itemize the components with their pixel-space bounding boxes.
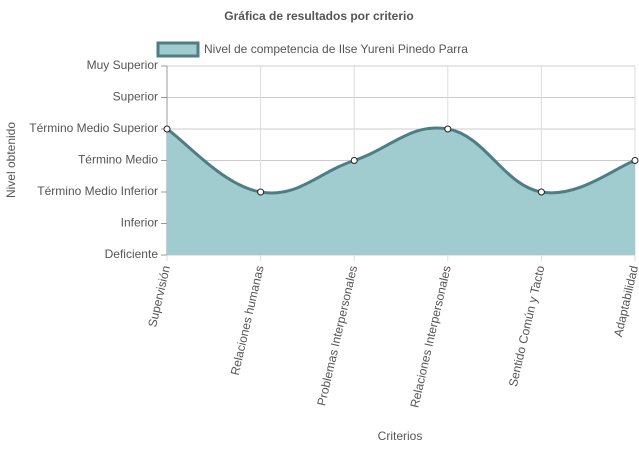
x-tick-label: Relaciones humanas xyxy=(228,264,267,376)
point xyxy=(631,157,639,164)
y-tick-label: Superior xyxy=(113,90,158,104)
point xyxy=(257,188,265,196)
y-tick-label: Término Medio Superior xyxy=(29,121,158,135)
point xyxy=(537,188,545,196)
x-tick-label: Sentido Común y Tacto xyxy=(506,264,548,388)
y-tick-label: Deficiente xyxy=(105,247,159,261)
x-tick-label: Problemas Interpersonales xyxy=(314,264,360,407)
point xyxy=(444,125,452,133)
area xyxy=(167,128,635,255)
y-tick-label: Término Medio Inferior xyxy=(37,184,158,198)
point xyxy=(350,157,358,164)
y-tick-label: Inferior xyxy=(121,216,158,230)
x-tick-label: Adaptabilidad xyxy=(611,264,639,338)
legend-swatch xyxy=(156,41,200,58)
x-tick-label: Supervisión xyxy=(145,264,173,328)
y-tick-label: Término Medio xyxy=(78,153,158,167)
x-axis-title: Criterios xyxy=(378,429,423,443)
chart-title: Gráfica de resultados por criterio xyxy=(224,9,413,23)
y-axis-title: Nivel obtenido xyxy=(4,122,18,198)
y-tick-label: Muy Superior xyxy=(87,58,158,72)
x-tick-label: Relaciones Interpersonales xyxy=(407,264,453,409)
legend-label: Nivel de competencia de Ilse Yureni Pine… xyxy=(204,42,468,56)
line xyxy=(166,126,636,195)
point xyxy=(163,125,171,133)
